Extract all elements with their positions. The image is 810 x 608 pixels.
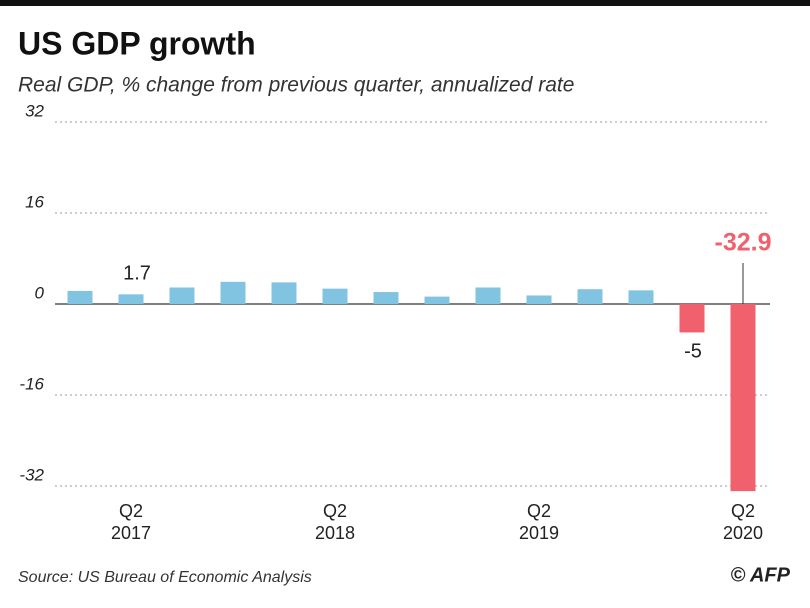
bar <box>577 289 603 304</box>
x-tick-label: Q2 2019 <box>519 501 559 543</box>
bar <box>730 304 756 492</box>
bar <box>526 295 552 304</box>
bar <box>475 287 501 304</box>
bar <box>628 290 654 304</box>
bar <box>271 282 297 304</box>
value-label: -5 <box>684 341 702 363</box>
bar <box>67 290 93 304</box>
bar <box>322 288 348 304</box>
y-tick-label: -32 <box>19 465 44 484</box>
credit: © AFP <box>730 564 790 586</box>
source: Source: US Bureau of Economic Analysis <box>18 569 312 586</box>
chart-title: US GDP growth <box>18 25 256 61</box>
x-tick-label: Q2 2020 <box>723 501 763 543</box>
bar <box>679 304 705 333</box>
bar <box>118 294 144 304</box>
bar <box>169 287 195 304</box>
top-rule <box>0 0 810 6</box>
x-tick-label: Q2 2017 <box>111 501 151 543</box>
bar <box>424 296 450 304</box>
x-tick-label: Q2 2018 <box>315 501 355 543</box>
bar <box>373 292 399 304</box>
y-tick-label: 16 <box>25 192 44 211</box>
value-label: -32.9 <box>715 229 772 257</box>
bar <box>220 281 246 304</box>
chart-subtitle: Real GDP, % change from previous quarter… <box>18 74 574 97</box>
value-label: 1.7 <box>123 263 151 285</box>
y-tick-label: 0 <box>35 283 45 302</box>
y-tick-label: -16 <box>19 374 44 393</box>
y-tick-label: 32 <box>25 101 44 120</box>
